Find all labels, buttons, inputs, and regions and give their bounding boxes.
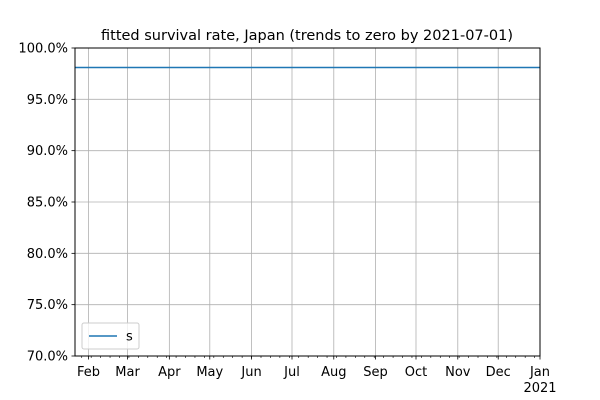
y-tick-label: 90.0%: [27, 144, 68, 159]
x-tick-label: Jan: [529, 365, 550, 380]
x-tick-label: Jun: [240, 365, 261, 380]
x-tick-label: Oct: [405, 365, 427, 380]
x-tick-label: Feb: [77, 365, 100, 380]
y-tick-label: 70.0%: [27, 350, 68, 365]
x-tick-label: Apr: [158, 365, 181, 380]
chart-title: fitted survival rate, Japan (trends to z…: [101, 28, 513, 44]
grid-lines: [75, 47, 541, 357]
x-tick-label: Jul: [283, 365, 300, 380]
x-tick-label: Nov: [445, 365, 471, 380]
x-tick-label: May: [196, 365, 223, 380]
legend-label-s: s: [126, 330, 133, 345]
x-tick-label: Dec: [486, 365, 511, 380]
x-tick-label: Mar: [115, 365, 140, 380]
y-tick-label: 75.0%: [27, 298, 68, 313]
y-tick-label: 100.0%: [18, 42, 68, 57]
x-tick-label: Aug: [321, 365, 346, 380]
x-tick-label: Sep: [363, 365, 388, 380]
y-axis-ticks: 70.0% 75.0% 80.0% 85.0% 90.0% 95.0% 100.0%: [18, 42, 75, 365]
y-tick-label: 80.0%: [27, 247, 68, 262]
legend: s: [81, 322, 140, 350]
y-tick-label: 95.0%: [27, 93, 68, 108]
y-tick-label: 85.0%: [27, 196, 68, 211]
x-tick-sublabel: 2021: [523, 381, 556, 396]
